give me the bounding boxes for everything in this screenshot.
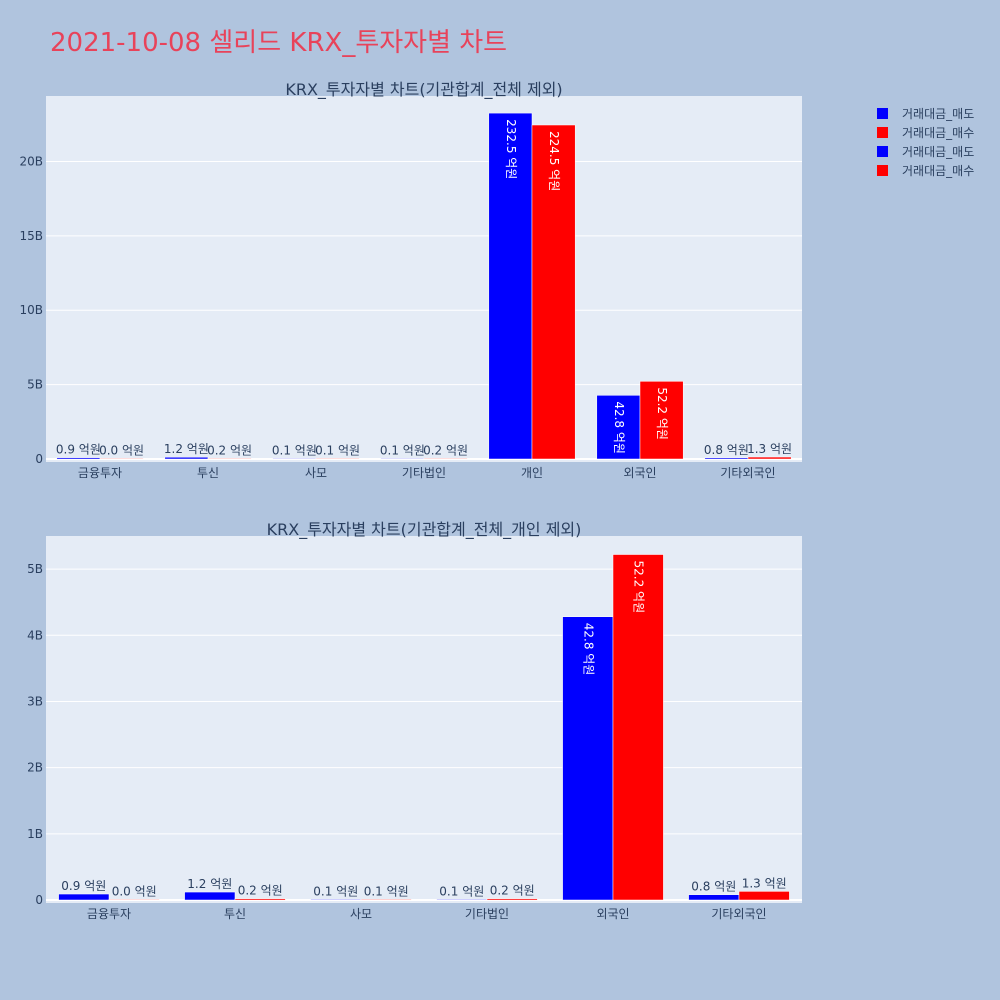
bar-sell bbox=[380, 458, 425, 460]
bar-buy bbox=[360, 899, 412, 901]
bar-buy bbox=[108, 899, 160, 901]
y-tick-label: 1B bbox=[27, 827, 43, 841]
bar-buy bbox=[423, 458, 468, 460]
y-tick-label: 3B bbox=[27, 694, 43, 708]
y-tick-label: 4B bbox=[27, 628, 43, 642]
legend-swatch bbox=[877, 146, 888, 157]
data-label: 1.2 억원 bbox=[164, 442, 209, 456]
plot-area bbox=[46, 96, 802, 462]
data-label: 1.3 억원 bbox=[747, 442, 792, 456]
bar-buy bbox=[315, 458, 360, 460]
x-tick-label: 금융투자 bbox=[87, 907, 131, 921]
data-label: 0.1 억원 bbox=[315, 443, 360, 457]
chart-2: 0 1B 2B 3B 4B 5B KRX_투자자별 차트(기관합계_전체_개인 제외) 0.9… bbox=[27, 520, 802, 921]
data-label: 0.1 억원 bbox=[364, 884, 409, 898]
bar-sell bbox=[184, 891, 236, 901]
bar-buy bbox=[99, 458, 144, 460]
bar-sell bbox=[436, 899, 488, 901]
x-tick-label: 투신 bbox=[197, 466, 219, 480]
x-tick-label: 외국인 bbox=[596, 907, 629, 921]
bar-buy bbox=[486, 898, 538, 901]
bar-sell bbox=[58, 893, 110, 901]
data-label: 0.2 억원 bbox=[238, 884, 283, 898]
data-label: 0.0 억원 bbox=[99, 443, 144, 457]
legend-swatch bbox=[877, 165, 888, 176]
x-tick-label: 투신 bbox=[224, 907, 246, 921]
data-label: 0.9 억원 bbox=[61, 879, 106, 893]
bar-buy bbox=[612, 554, 664, 901]
plot-area bbox=[46, 536, 802, 903]
chart-1: 0 5B 10B 15B 20B KRX_투자자별 차트(기관합계_전체 제외) 0.9 억… bbox=[19, 80, 802, 480]
bar-sell bbox=[562, 616, 614, 901]
y-tick-label: 20B bbox=[19, 154, 43, 168]
page-title: 2021-10-08 셀리드 KRX_투자자별 차트 bbox=[50, 28, 508, 58]
data-label: 42.8 억원 bbox=[612, 401, 626, 454]
bar-sell bbox=[488, 112, 533, 460]
bar-sell bbox=[704, 457, 749, 460]
data-label: 0.1 억원 bbox=[439, 884, 484, 898]
x-tick-label: 사모 bbox=[305, 466, 327, 480]
data-label: 0.8 억원 bbox=[691, 880, 736, 894]
x-tick-label: 기타법인 bbox=[465, 907, 509, 921]
y-tick-label: 5B bbox=[27, 562, 43, 576]
bar-buy bbox=[738, 891, 790, 901]
data-label: 52.2 억원 bbox=[655, 387, 669, 440]
x-tick-label: 금융투자 bbox=[78, 466, 122, 480]
data-label: 0.1 억원 bbox=[313, 884, 358, 898]
data-label: 232.5 억원 bbox=[504, 119, 518, 179]
data-label: 42.8 억원 bbox=[581, 623, 595, 676]
data-label: 0.1 억원 bbox=[272, 443, 317, 457]
y-tick-label: 0 bbox=[35, 893, 43, 907]
data-label: 224.5 억원 bbox=[547, 131, 561, 191]
y-tick-label: 10B bbox=[19, 303, 43, 317]
bar-sell bbox=[164, 456, 209, 460]
data-label: 0.9 억원 bbox=[56, 443, 101, 457]
legend-swatch bbox=[877, 127, 888, 138]
y-tick-label: 2B bbox=[27, 761, 43, 775]
bar-buy bbox=[747, 456, 792, 460]
bar-sell bbox=[310, 899, 362, 901]
chart-title: KRX_투자자별 차트(기관합계_전체 제외) bbox=[285, 80, 562, 100]
data-label: 0.0 억원 bbox=[112, 884, 157, 898]
y-tick-label: 5B bbox=[27, 378, 43, 392]
data-label: 0.2 억원 bbox=[423, 443, 468, 457]
x-tick-label: 기타외국인 bbox=[711, 907, 766, 921]
legend-item-label: 거래대금_매도 bbox=[902, 107, 974, 121]
x-tick-label: 기타법인 bbox=[402, 466, 446, 480]
legend-swatch bbox=[877, 108, 888, 119]
data-label: 0.2 억원 bbox=[207, 443, 252, 457]
y-tick-label: 0 bbox=[35, 452, 43, 466]
x-tick-label: 개인 bbox=[521, 466, 543, 480]
data-label: 1.2 억원 bbox=[187, 877, 232, 891]
legend-item-label: 거래대금_매도 bbox=[902, 145, 974, 159]
bar-sell bbox=[56, 457, 101, 460]
y-tick-label: 15B bbox=[19, 229, 43, 243]
bar-sell bbox=[596, 395, 641, 460]
x-tick-label: 사모 bbox=[350, 907, 372, 921]
legend-item-label: 거래대금_매수 bbox=[902, 164, 974, 178]
bar-buy bbox=[234, 898, 286, 901]
bar-buy bbox=[207, 458, 252, 460]
data-label: 0.1 억원 bbox=[380, 443, 425, 457]
data-label: 0.8 억원 bbox=[704, 443, 749, 457]
x-tick-label: 기타외국인 bbox=[720, 466, 775, 480]
bar-buy bbox=[531, 124, 576, 460]
bar-buy bbox=[639, 381, 684, 460]
x-tick-label: 외국인 bbox=[623, 466, 656, 480]
bar-sell bbox=[688, 894, 740, 901]
data-label: 0.2 억원 bbox=[490, 884, 535, 898]
chart-title: KRX_투자자별 차트(기관합계_전체_개인 제외) bbox=[267, 520, 582, 540]
data-label: 52.2 억원 bbox=[632, 561, 646, 614]
legend-item-label: 거래대금_매수 bbox=[902, 126, 974, 140]
bar-sell bbox=[272, 458, 317, 460]
data-label: 1.3 억원 bbox=[742, 876, 787, 890]
